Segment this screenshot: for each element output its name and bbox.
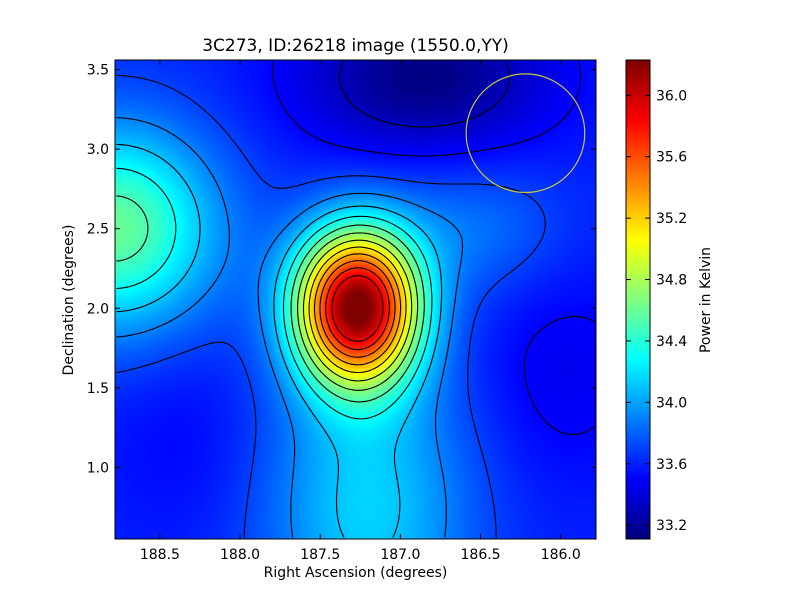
heatmap-image: [115, 60, 596, 539]
chart-title: 3C273, ID:26218 image (1550.0,YY): [202, 36, 509, 56]
y-axis: 1.0 1.5 2.0 2.5 3.0 3.5: [87, 63, 596, 476]
y-tick-label: 3.0: [87, 142, 109, 158]
y-tick-label: 1.0: [87, 460, 109, 476]
y-tick-label: 3.5: [87, 63, 109, 79]
contour-line: [338, 61, 511, 128]
contour-line: [116, 195, 425, 403]
contour-line: [116, 167, 433, 420]
contour-line: [313, 253, 402, 366]
colorbar-tick-label: 36.0: [656, 88, 687, 104]
colorbar-gradient: [626, 60, 650, 539]
colorbar-frame: [625, 59, 651, 540]
colorbar-tick-label: 33.6: [656, 457, 687, 473]
x-tick-label: 186.0: [541, 547, 581, 563]
y-tick-label: 2.0: [87, 301, 109, 317]
contour-lines: [116, 61, 595, 538]
colorbar-tick-label: 35.2: [656, 211, 687, 227]
x-axis: 188.5 188.0 187.5 187.0 186.5 186.0: [140, 60, 581, 563]
y-tick-label: 1.5: [87, 381, 109, 397]
colorbar-axis: 33.2 33.6 34.0 34.4 34.8 35.2 35.6 36.0: [626, 88, 687, 534]
colorbar: 33.2 33.6 34.0 34.4 34.8 35.2 35.6 36.0 Power i…: [625, 59, 714, 540]
contour-line: [116, 143, 443, 538]
contour-line: [331, 275, 384, 342]
colorbar-label: Power in Kelvin: [698, 247, 714, 353]
colorbar-tick-label: 34.0: [656, 395, 687, 411]
contour-line: [325, 267, 390, 351]
contour-line: [272, 61, 595, 436]
contour-line: [308, 246, 407, 374]
contour-line: [116, 74, 546, 538]
contour-line: [297, 232, 419, 391]
x-tick-label: 186.5: [461, 547, 501, 563]
beam-circle: [465, 73, 586, 194]
x-tick-label: 187.0: [380, 547, 420, 563]
contour-line: [302, 239, 413, 382]
plot-frame: [114, 59, 597, 540]
y-axis-label: Declination (degrees): [61, 225, 77, 376]
x-axis-label: Right Ascension (degrees): [264, 565, 448, 581]
contour-line: [319, 260, 396, 358]
y-tick-label: 2.5: [87, 222, 109, 238]
x-tick-label: 187.5: [300, 547, 340, 563]
colorbar-tick-label: 33.2: [656, 518, 687, 534]
colorbar-tick-label: 35.6: [656, 150, 687, 166]
x-tick-label: 188.0: [220, 547, 260, 563]
x-tick-label: 188.5: [140, 547, 180, 563]
colorbar-tick-label: 34.4: [656, 334, 687, 350]
colorbar-tick-label: 34.8: [656, 273, 687, 289]
contour-line: [116, 117, 464, 538]
heatmap-area: [114, 59, 597, 540]
